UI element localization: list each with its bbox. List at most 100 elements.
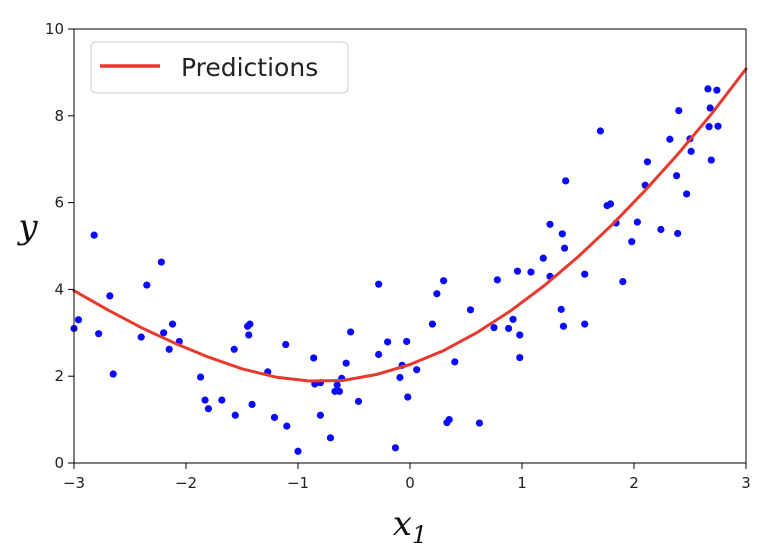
x-tick-label: 2 bbox=[629, 474, 639, 492]
data-point-39 bbox=[354, 397, 363, 405]
data-point-5 bbox=[109, 370, 117, 378]
data-point-37 bbox=[342, 359, 350, 367]
data-point-86 bbox=[672, 172, 681, 180]
data-point-38 bbox=[347, 328, 355, 336]
data-point-97 bbox=[714, 122, 722, 130]
data-point-3 bbox=[95, 330, 103, 338]
data-point-13 bbox=[196, 373, 205, 381]
data-point-94 bbox=[706, 104, 714, 112]
y-tick-label: 8 bbox=[54, 107, 64, 125]
data-point-49 bbox=[428, 320, 436, 328]
data-point-59 bbox=[504, 324, 513, 333]
x-tick-label: 0 bbox=[405, 474, 415, 492]
data-point-9 bbox=[160, 329, 168, 337]
data-point-21 bbox=[245, 331, 253, 339]
data-point-74 bbox=[581, 320, 589, 328]
data-point-60 bbox=[509, 315, 517, 323]
data-point-16 bbox=[218, 396, 226, 404]
data-point-47 bbox=[404, 393, 412, 401]
y-axis-label: y bbox=[16, 207, 38, 247]
data-point-44 bbox=[396, 373, 404, 382]
x-tick-label: −1 bbox=[287, 474, 309, 492]
data-point-34 bbox=[333, 381, 341, 389]
data-point-40 bbox=[375, 280, 383, 288]
data-point-69 bbox=[558, 230, 566, 238]
y-tick-label: 6 bbox=[54, 194, 64, 212]
legend-label-predictions: Predictions bbox=[181, 53, 318, 82]
data-point-46 bbox=[403, 337, 411, 346]
data-point-11 bbox=[168, 320, 177, 328]
data-point-55 bbox=[466, 306, 475, 314]
data-point-89 bbox=[683, 190, 691, 198]
data-point-80 bbox=[628, 238, 636, 246]
data-point-92 bbox=[704, 85, 712, 93]
x-axis-label: x1 bbox=[393, 504, 427, 549]
data-point-68 bbox=[557, 305, 565, 313]
data-point-75 bbox=[596, 127, 605, 135]
data-point-61 bbox=[513, 267, 522, 275]
prediction-line bbox=[72, 67, 748, 383]
y-tick-label: 10 bbox=[45, 20, 64, 38]
data-point-2 bbox=[90, 231, 98, 239]
data-point-4 bbox=[106, 292, 114, 300]
plot-area bbox=[74, 29, 746, 463]
data-point-17 bbox=[230, 345, 238, 353]
data-point-32 bbox=[326, 434, 335, 442]
data-point-41 bbox=[375, 350, 383, 359]
data-point-31 bbox=[316, 411, 324, 419]
data-point-22 bbox=[248, 400, 256, 409]
data-point-26 bbox=[283, 422, 291, 430]
x-tick-label: −3 bbox=[63, 474, 85, 492]
data-point-50 bbox=[433, 290, 441, 298]
x-tick-label: 1 bbox=[517, 474, 527, 492]
data-point-63 bbox=[516, 331, 524, 339]
data-point-72 bbox=[562, 177, 570, 185]
x-axis-ticks: −3 −2 −1 0 1 2 3 bbox=[63, 463, 751, 492]
data-point-88 bbox=[675, 106, 683, 115]
data-point-6 bbox=[137, 333, 145, 341]
data-point-64 bbox=[527, 268, 535, 276]
y-tick-label: 0 bbox=[54, 454, 64, 472]
data-point-77 bbox=[606, 200, 615, 208]
data-point-83 bbox=[643, 158, 652, 166]
data-point-70 bbox=[559, 322, 568, 330]
data-point-71 bbox=[560, 244, 569, 252]
data-point-54 bbox=[451, 358, 459, 366]
data-point-51 bbox=[440, 277, 448, 285]
y-tick-label: 2 bbox=[54, 367, 64, 385]
data-point-18 bbox=[231, 411, 239, 419]
data-point-48 bbox=[413, 366, 421, 374]
data-point-15 bbox=[204, 405, 212, 413]
legend-box bbox=[90, 41, 349, 94]
legend: Predictions bbox=[90, 41, 349, 94]
y-tick-label: 4 bbox=[54, 280, 64, 298]
data-point-66 bbox=[546, 220, 554, 228]
data-point-57 bbox=[490, 323, 498, 332]
data-points bbox=[70, 85, 722, 455]
data-point-56 bbox=[475, 419, 484, 427]
data-point-96 bbox=[713, 86, 721, 94]
data-point-14 bbox=[201, 396, 209, 404]
y-axis-ticks: 0 2 4 6 8 10 bbox=[45, 20, 74, 472]
data-point-10 bbox=[165, 345, 173, 353]
data-point-62 bbox=[516, 353, 524, 362]
data-point-35 bbox=[335, 387, 344, 395]
prediction-line-layer bbox=[72, 67, 748, 383]
data-point-1 bbox=[74, 316, 83, 324]
x-tick-label: −2 bbox=[175, 474, 197, 492]
data-point-91 bbox=[687, 147, 695, 155]
data-point-7 bbox=[143, 281, 151, 289]
data-point-79 bbox=[619, 277, 627, 286]
data-point-27 bbox=[294, 447, 302, 455]
data-point-73 bbox=[581, 270, 589, 278]
data-point-24 bbox=[270, 413, 279, 422]
data-point-25 bbox=[282, 340, 290, 349]
data-point-85 bbox=[666, 135, 674, 143]
data-point-20 bbox=[246, 320, 254, 328]
data-point-53 bbox=[445, 416, 453, 424]
data-point-93 bbox=[705, 123, 713, 131]
data-point-8 bbox=[157, 258, 165, 266]
data-point-42 bbox=[384, 338, 392, 346]
data-point-87 bbox=[674, 229, 682, 238]
